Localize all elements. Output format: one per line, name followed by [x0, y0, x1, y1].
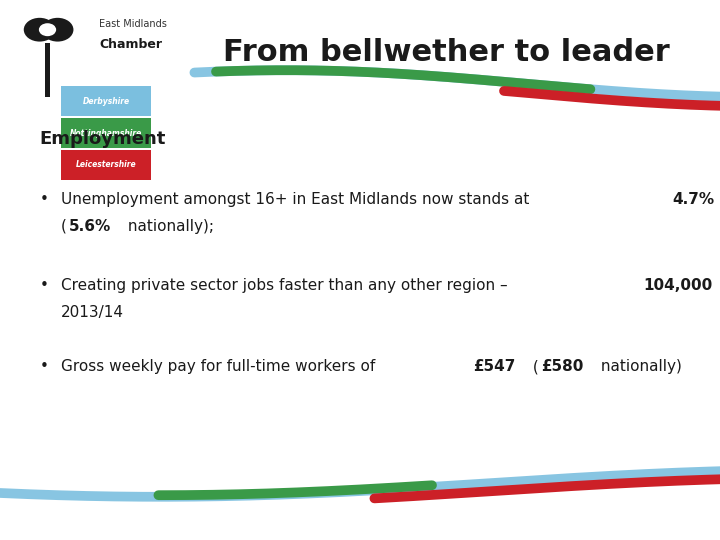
Text: Leicestershire: Leicestershire	[76, 160, 137, 170]
FancyBboxPatch shape	[61, 150, 151, 180]
Text: nationally): nationally)	[596, 359, 682, 374]
Text: 5.6%: 5.6%	[69, 219, 111, 234]
Text: •: •	[40, 192, 48, 207]
Text: nationally);: nationally);	[123, 219, 215, 234]
Text: Nottinghamshire: Nottinghamshire	[70, 129, 143, 138]
Text: Chamber: Chamber	[99, 38, 163, 51]
Text: Gross weekly pay for full-time workers of: Gross weekly pay for full-time workers o…	[61, 359, 380, 374]
Circle shape	[24, 18, 55, 42]
Text: Derbyshire: Derbyshire	[83, 97, 130, 106]
FancyBboxPatch shape	[61, 86, 151, 116]
Text: 4.7%: 4.7%	[672, 192, 714, 207]
Circle shape	[39, 23, 56, 36]
Text: £547: £547	[473, 359, 516, 374]
Text: East Midlands: East Midlands	[99, 19, 167, 29]
Text: Unemployment amongst 16+ in East Midlands now stands at: Unemployment amongst 16+ in East Midland…	[61, 192, 534, 207]
Text: (: (	[528, 359, 539, 374]
Bar	[45, 43, 50, 97]
FancyBboxPatch shape	[61, 118, 151, 148]
Text: 2013/14: 2013/14	[61, 305, 125, 320]
Text: Employment: Employment	[40, 130, 166, 147]
Text: (: (	[61, 219, 67, 234]
Text: Creating private sector jobs faster than any other region –: Creating private sector jobs faster than…	[61, 278, 513, 293]
Text: •: •	[40, 359, 48, 374]
Text: From bellwether to leader: From bellwether to leader	[223, 38, 670, 67]
Text: •: •	[40, 278, 48, 293]
Text: 104,000: 104,000	[644, 278, 713, 293]
Circle shape	[42, 18, 73, 42]
Text: £580: £580	[541, 359, 584, 374]
